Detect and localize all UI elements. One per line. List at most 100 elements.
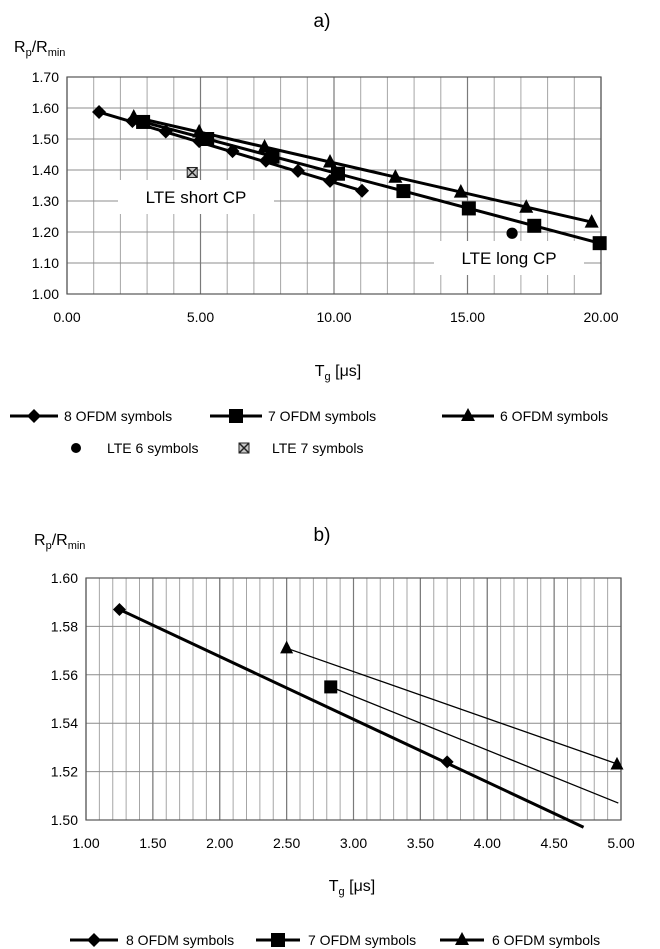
series-7-ofdm-symbols — [324, 680, 619, 804]
chart-a-series — [92, 105, 607, 251]
data-point-6-ofdm-symbols — [388, 169, 403, 183]
legend-b-item-7-ofdm: 7 OFDM symbols — [256, 932, 416, 948]
y-tick-label: 1.52 — [51, 764, 78, 780]
annotation-lte-long-cp-label: LTE long CP — [461, 249, 556, 268]
legend-b-8-diamond-marker — [87, 933, 101, 947]
y-tick-label: 1.54 — [51, 715, 78, 731]
data-point-6-ofdm-symbols — [126, 108, 141, 123]
chart-a-y-axis-label: Rp/Rmin — [14, 39, 65, 59]
y-tick-label: 1.20 — [32, 224, 59, 240]
x-tick-label: 15.00 — [450, 309, 485, 325]
legend-a-item-6-ofdm: 6 OFDM symbols — [442, 408, 608, 424]
chart-b-title: b) — [314, 525, 331, 546]
x-tick-label: 1.00 — [72, 835, 99, 851]
legend-b-6-label: 6 OFDM symbols — [492, 932, 600, 948]
chart-b-grid — [85, 577, 622, 821]
legend-a-item-7-ofdm: 7 OFDM symbols — [210, 408, 376, 424]
x-tick-label: 2.00 — [206, 835, 233, 851]
x-tick-label: 1.50 — [139, 835, 166, 851]
chart-b-legend: 8 OFDM symbols 7 OFDM symbols 6 OFDM sym… — [70, 932, 600, 948]
data-point-lte-6-symbols — [506, 227, 518, 239]
y-tick-label: 1.58 — [51, 618, 78, 634]
data-point-lte-7-symbols — [186, 166, 198, 179]
chart-a-title: a) — [314, 11, 331, 32]
data-point-8-ofdm-symbols — [112, 602, 126, 616]
legend-b-7-label: 7 OFDM symbols — [308, 932, 416, 948]
data-point-7-ofdm-symbols — [396, 184, 411, 199]
legend-a-lte6-label: LTE 6 symbols — [107, 440, 199, 456]
data-point-7-ofdm-symbols — [265, 149, 280, 164]
data-point-8-ofdm-symbols — [290, 163, 305, 178]
legend-a-item-lte-7: LTE 7 symbols — [238, 440, 364, 456]
data-point-8-ofdm-symbols — [92, 105, 107, 120]
data-point-6-ofdm-symbols — [584, 214, 599, 228]
y-tick-label: 1.40 — [32, 162, 59, 178]
data-point-6-ofdm-symbols — [280, 640, 294, 654]
x-tick-label: 4.00 — [474, 835, 501, 851]
legend-a-7-label: 7 OFDM symbols — [268, 408, 376, 424]
y-tick-label: 1.60 — [51, 570, 78, 586]
annotation-lte-short-cp-label: LTE short CP — [146, 188, 247, 207]
legend-b-item-8-ofdm: 8 OFDM symbols — [70, 932, 234, 948]
legend-a-lte6-circle-marker — [71, 443, 81, 453]
legend-b-7-square-marker — [271, 933, 285, 947]
annotation-lte-long-cp-bg — [434, 241, 584, 275]
x-tick-label: 10.00 — [316, 309, 351, 325]
chart-a-x-axis-label: Tg [μs] — [315, 363, 361, 383]
y-tick-label: 1.70 — [32, 69, 59, 85]
legend-a-lte7-cross — [238, 442, 250, 454]
data-point-7-ofdm-symbols — [331, 166, 346, 181]
series-line-7-ofdm-symbols — [142, 120, 601, 245]
chart-b-y-axis-label: Rp/Rmin — [34, 532, 85, 552]
chart-b: b) Rp/Rmin 1.50 1.52 1.54 1.56 1.58 1.60 1.00… — [34, 525, 635, 948]
series-lte-6-symbols — [506, 227, 518, 239]
x-tick-label: 4.50 — [541, 835, 568, 851]
chart-a: a) Rp/Rmin 1.001.101.201.301.401.501.601… — [10, 11, 619, 456]
series-line-6-ofdm-symbols — [286, 647, 619, 765]
data-point-8-ofdm-symbols — [355, 183, 370, 198]
legend-a-8-label: 8 OFDM symbols — [64, 408, 172, 424]
legend-b-8-label: 8 OFDM symbols — [126, 932, 234, 948]
y-tick-label: 1.00 — [32, 286, 59, 302]
legend-a-item-8-ofdm: 8 OFDM symbols — [10, 408, 172, 424]
x-tick-label: 3.00 — [340, 835, 367, 851]
data-point-7-ofdm-symbols — [592, 236, 607, 251]
legend-a-7-square-marker — [229, 409, 243, 423]
x-tick-label: 5.00 — [607, 835, 634, 851]
y-tick-label: 1.30 — [32, 193, 59, 209]
x-tick-label: 0.00 — [53, 309, 80, 325]
legend-a-item-lte-6: LTE 6 symbols — [71, 440, 199, 456]
x-tick-label: 5.00 — [187, 309, 214, 325]
y-tick-label: 1.10 — [32, 255, 59, 271]
data-point-7-ofdm-symbols — [324, 680, 338, 694]
data-point-6-ofdm-symbols — [519, 199, 534, 213]
chart-b-y-tick-labels: 1.50 1.52 1.54 1.56 1.58 1.60 — [51, 570, 78, 828]
chart-a-legend: 8 OFDM symbols 7 OFDM symbols 6 OFDM sym… — [10, 408, 608, 456]
series-line-8-ofdm-symbols — [118, 608, 585, 829]
y-tick-label: 1.50 — [32, 131, 59, 147]
legend-a-6-label: 6 OFDM symbols — [500, 408, 608, 424]
annotation-lte-short-cp-bg — [118, 180, 274, 214]
series-lte-7-symbols — [186, 166, 198, 179]
data-point-7-ofdm-symbols — [527, 218, 542, 233]
series-6-ofdm-symbols — [280, 640, 624, 770]
chart-b-x-tick-labels: 1.00 1.50 2.00 2.50 3.00 3.50 4.00 4.50 5.00 — [72, 835, 634, 851]
annotation-lte-short-cp: LTE short CP — [118, 180, 274, 214]
chart-a-y-tick-labels: 1.00 1.10 1.20 1.30 1.40 1.50 1.60 1.70 — [32, 69, 59, 302]
data-point-6-ofdm-symbols — [453, 184, 468, 198]
data-point-6-ofdm-symbols — [192, 123, 207, 138]
series-line-6-ofdm-symbols — [133, 115, 592, 224]
data-point-8-ofdm-symbols — [440, 755, 454, 769]
y-tick-label: 1.56 — [51, 667, 78, 683]
x-tick-label: 2.50 — [273, 835, 300, 851]
legend-a-8-diamond-marker — [27, 409, 41, 423]
x-tick-label: 20.00 — [583, 309, 618, 325]
chart-a-x-tick-labels: 0.00 5.00 10.00 15.00 20.00 — [53, 309, 618, 325]
data-point-6-ofdm-symbols — [322, 153, 337, 168]
data-point-7-ofdm-symbols — [461, 201, 476, 216]
plot-area-border — [85, 577, 622, 821]
legend-a-6-triangle-marker — [461, 408, 475, 421]
legend-b-6-triangle-marker — [455, 932, 469, 945]
plot-area-border — [66, 76, 602, 295]
